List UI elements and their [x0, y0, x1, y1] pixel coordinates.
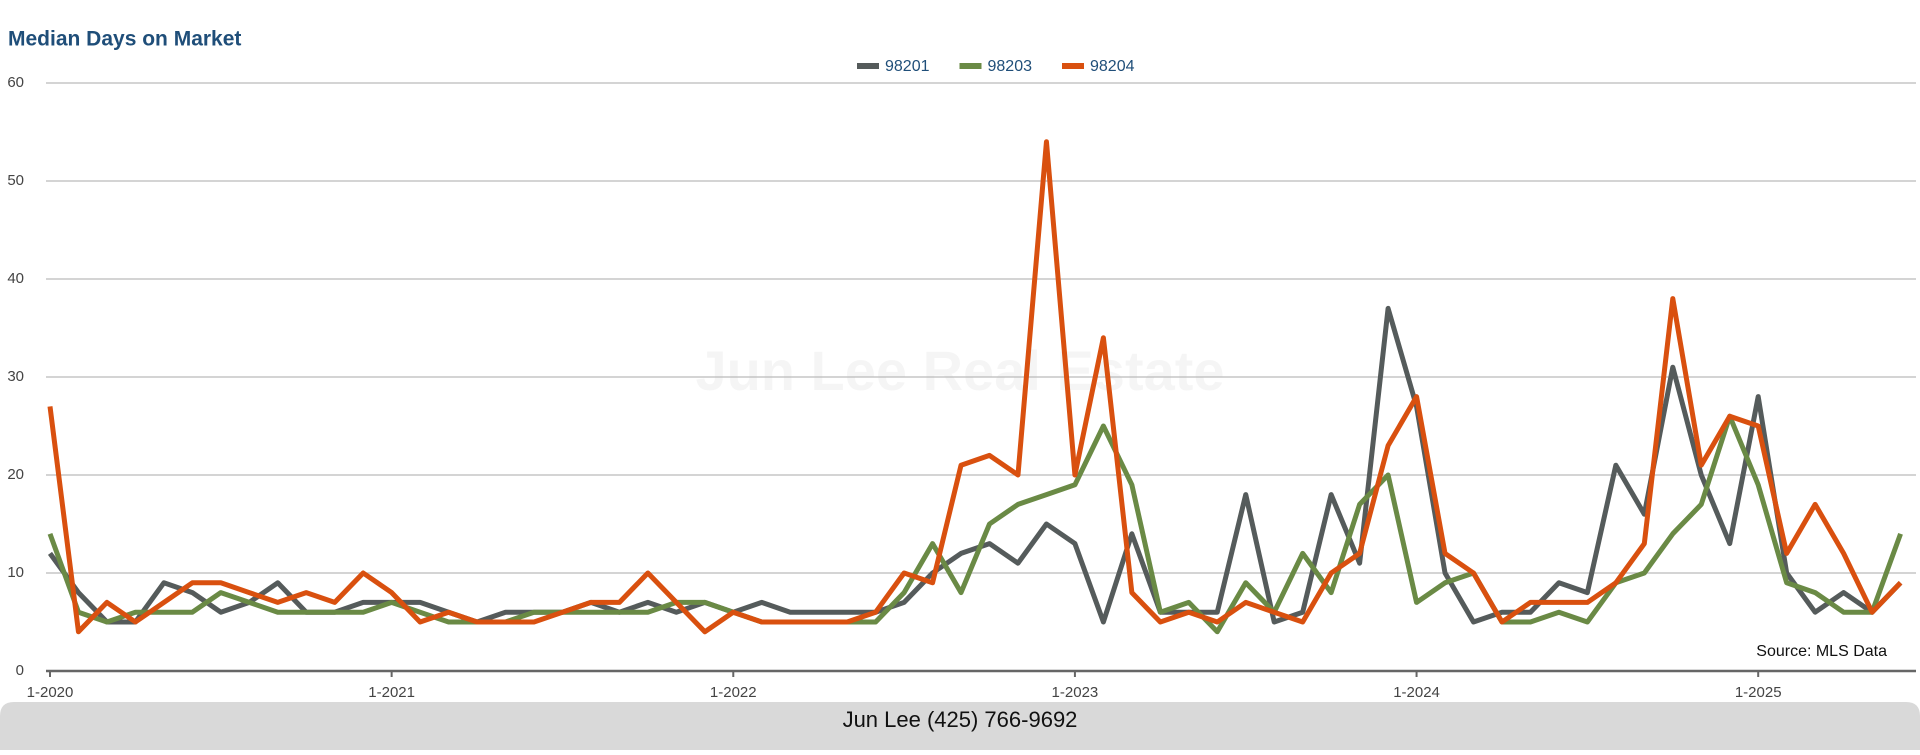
y-tick-label: 20: [7, 466, 24, 483]
source-note: Source: MLS Data: [1756, 643, 1887, 660]
legend: 98201 98203 98204: [857, 58, 1135, 75]
x-tick-label: 1-2024: [1393, 684, 1440, 701]
chart-title: Median Days on Market: [8, 28, 241, 51]
footer-text: Jun Lee (425) 766-9692: [843, 707, 1078, 732]
series-line: [47, 305, 1903, 625]
y-tick-label: 0: [16, 662, 24, 679]
x-tick-label: 1-2022: [710, 684, 757, 701]
x-tick-label: 1-2020: [27, 684, 74, 701]
footer-bar: [0, 702, 1920, 750]
legend-label: 98203: [988, 58, 1033, 75]
y-tick-label: 50: [7, 172, 24, 189]
legend-label: 98204: [1090, 58, 1135, 75]
series-line: [47, 413, 1903, 635]
x-tick-label: 1-2021: [368, 684, 415, 701]
y-tick-label: 10: [7, 564, 24, 581]
x-tick-label: 1-2023: [1052, 684, 1099, 701]
legend-label: 98201: [885, 58, 930, 75]
watermark: Jun Lee Real Estate: [695, 339, 1224, 402]
y-tick-label: 30: [7, 368, 24, 385]
x-tick-label: 1-2025: [1735, 684, 1782, 701]
y-tick-label: 60: [7, 74, 24, 91]
y-tick-label: 40: [7, 270, 24, 287]
series-line: [47, 139, 1903, 635]
